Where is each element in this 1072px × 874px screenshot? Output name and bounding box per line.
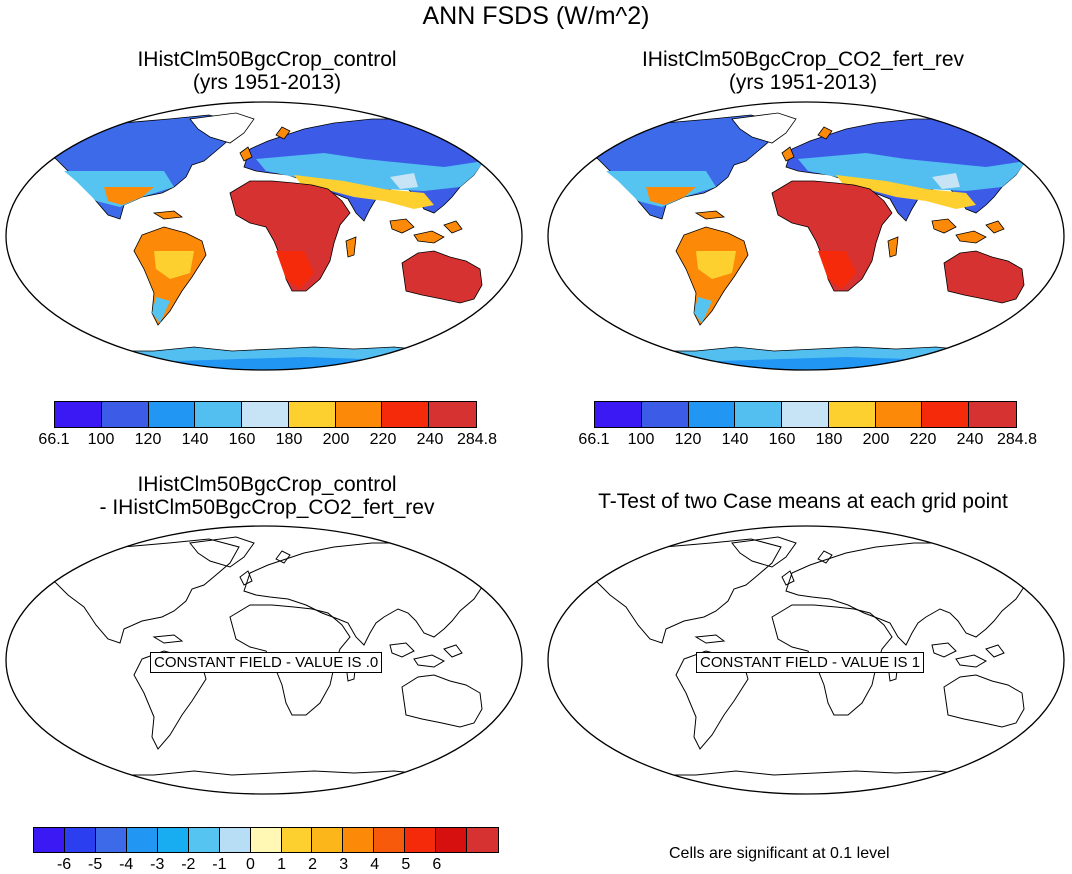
colorbar-tick-label: 180 xyxy=(275,431,303,448)
colorbar-swatch xyxy=(64,828,96,852)
colorbar-swatch xyxy=(281,828,313,852)
colorbar-swatch xyxy=(219,828,251,852)
constant-field-label: CONSTANT FIELD - VALUE IS .0 xyxy=(150,652,383,673)
figure-title: ANN FSDS (W/m^2) xyxy=(422,2,650,30)
panel-title-line1: IHistClm50BgcCrop_control xyxy=(137,48,397,71)
panel-title-top-left: IHistClm50BgcCrop_control (yrs 1951-2013… xyxy=(0,48,534,94)
colorbar-tick-label: 284.8 xyxy=(456,431,498,448)
colorbar-swatch xyxy=(250,828,282,852)
panel-title-top-right: IHistClm50BgcCrop_CO2_fert_rev (yrs 1951… xyxy=(536,48,1070,94)
colorbar-tick-label: 160 xyxy=(768,431,796,448)
colorbar-swatch xyxy=(101,402,149,427)
colorbar-swatch xyxy=(641,402,689,427)
panel-title-line2: (yrs 1951-2013) xyxy=(728,71,878,94)
colorbar-tick-label: -6 xyxy=(56,856,72,873)
colorbar-tick-label: -4 xyxy=(119,856,134,873)
colorbar-tick-label: 1 xyxy=(277,856,286,873)
colorbar-tick-label: -2 xyxy=(181,856,196,873)
colorbar-tick-label: 240 xyxy=(416,431,444,448)
colorbar-swatch xyxy=(828,402,876,427)
colorbar-tick-label: -3 xyxy=(150,856,165,873)
colorbar-tick-label: 180 xyxy=(815,431,843,448)
colorbar-swatch xyxy=(374,828,406,852)
colorbar-swatch xyxy=(95,828,127,852)
colorbar-swatch xyxy=(195,402,243,427)
colorbar-tick-label: 120 xyxy=(134,431,162,448)
colorbar-swatch xyxy=(34,828,65,852)
colorbar-tick-label: 6 xyxy=(432,856,442,873)
colorbar-tick-label: 3 xyxy=(339,856,349,873)
colorbar-swatch xyxy=(148,402,196,427)
colorbar-swatch xyxy=(55,402,102,427)
colorbar-swatch xyxy=(875,402,923,427)
colorbar-tick-label: 120 xyxy=(674,431,702,448)
colorbar-tick-label: 200 xyxy=(862,431,890,448)
colorbar-swatch xyxy=(382,402,430,427)
colorbar-tick-label: 140 xyxy=(721,431,749,448)
panel-title-bottom-left: IHistClm50BgcCrop_control - IHistClm50Bg… xyxy=(0,473,534,519)
colorbar-swatch xyxy=(312,828,344,852)
colorbar-swatch xyxy=(335,402,383,427)
colorbar-tick-label: 240 xyxy=(956,431,984,448)
colorbar-swatch xyxy=(782,402,829,427)
panel-title-line2: - IHistClm50BgcCrop_CO2_fert_rev xyxy=(99,496,435,519)
colorbar-co2-fert-rev xyxy=(594,401,1017,428)
colorbar-tick-label: 140 xyxy=(181,431,209,448)
panel-title-line1: T-Test of two Case means at each grid po… xyxy=(598,490,1008,513)
map-co2-fert-rev xyxy=(547,101,1065,371)
colorbar-tick-label: 284.8 xyxy=(996,431,1038,448)
colorbar-swatch xyxy=(467,828,499,852)
colorbar-swatch xyxy=(735,402,783,427)
panel-title-line1: IHistClm50BgcCrop_control xyxy=(137,473,397,496)
colorbar-tick-label: 220 xyxy=(369,431,397,448)
colorbar-swatch xyxy=(969,402,1017,427)
colorbar-swatch xyxy=(288,402,336,427)
colorbar-swatch xyxy=(405,828,437,852)
colorbar-swatch xyxy=(157,828,189,852)
significance-note: Cells are significant at 0.1 level xyxy=(669,845,890,862)
colorbar-tick-label: 100 xyxy=(627,431,655,448)
constant-field-label: CONSTANT FIELD - VALUE IS 1 xyxy=(696,652,925,673)
panel-title-line1: IHistClm50BgcCrop_CO2_fert_rev xyxy=(641,48,965,71)
colorbar-difference xyxy=(33,827,499,853)
colorbar-swatch xyxy=(436,828,468,852)
colorbar-swatch xyxy=(343,828,375,852)
colorbar-tick-label: 200 xyxy=(322,431,350,448)
colorbar-tick-label: 4 xyxy=(370,856,380,873)
colorbar-swatch xyxy=(688,402,736,427)
colorbar-tick-label: 0 xyxy=(246,856,255,873)
colorbar-swatch xyxy=(242,402,289,427)
colorbar-swatch xyxy=(126,828,158,852)
map-control xyxy=(5,101,523,371)
colorbar-swatch xyxy=(595,402,642,427)
colorbar-swatch xyxy=(188,828,220,852)
colorbar-tick-label: -5 xyxy=(88,856,103,873)
panel-title-bottom-right: T-Test of two Case means at each grid po… xyxy=(536,490,1070,513)
colorbar-tick-label: 220 xyxy=(909,431,937,448)
colorbar-tick-label: 100 xyxy=(87,431,115,448)
colorbar-tick-label: 160 xyxy=(228,431,256,448)
colorbar-control xyxy=(54,401,477,428)
colorbar-swatch xyxy=(429,402,477,427)
colorbar-tick-label: 2 xyxy=(308,856,318,873)
colorbar-swatch xyxy=(922,402,970,427)
colorbar-tick-label: 5 xyxy=(401,856,411,873)
colorbar-tick-label: 66.1 xyxy=(578,431,610,448)
panel-title-line2: (yrs 1951-2013) xyxy=(192,71,342,94)
colorbar-tick-label: -1 xyxy=(212,856,227,873)
colorbar-tick-label: 66.1 xyxy=(38,431,70,448)
